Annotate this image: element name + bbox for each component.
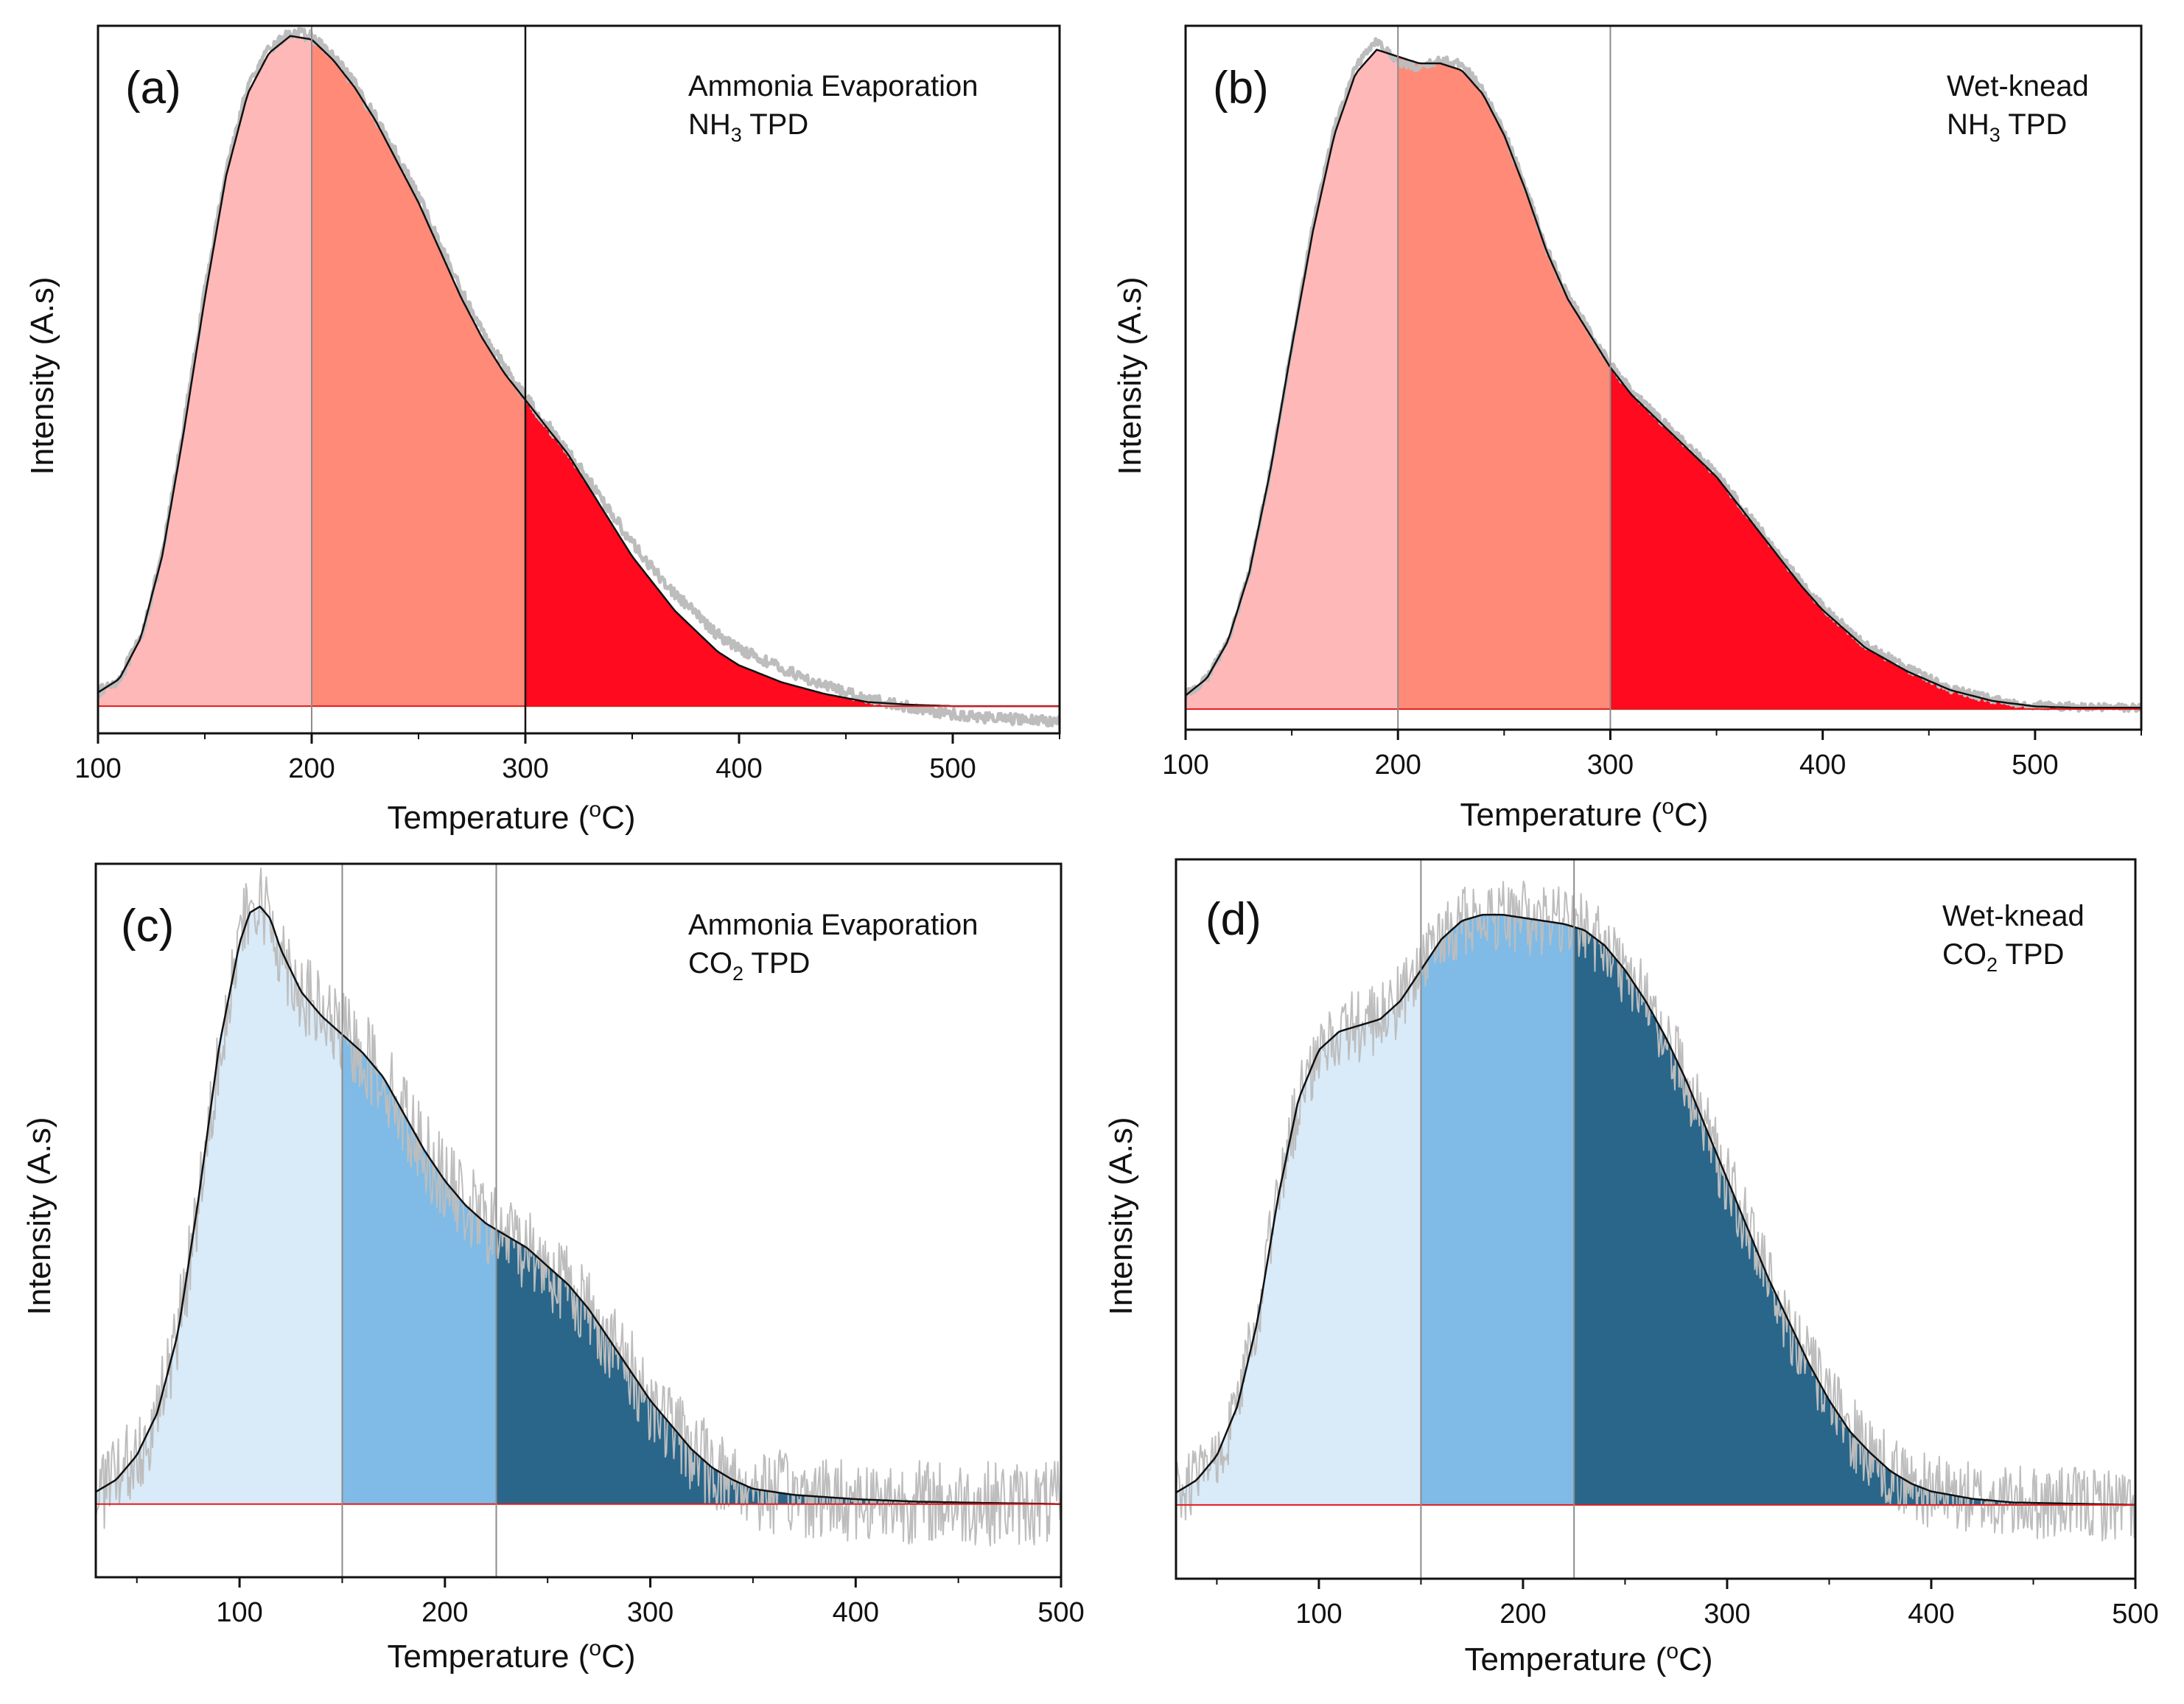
- panel-b-xtick-label-100: 100: [1162, 750, 1208, 781]
- panel-d-annotation-line2: CO2 TPD: [1942, 938, 2064, 976]
- panel-d-xlabel: Temperature (oC): [1464, 1639, 1712, 1677]
- panel-d-xtick-label-200: 200: [1499, 1599, 1546, 1630]
- panel-a-raw-trace: [98, 27, 1060, 728]
- panel-b-label: (b): [1213, 63, 1269, 114]
- panel-d-raw-trace: [1176, 880, 2135, 1542]
- panel-c-region-1: [96, 906, 343, 1504]
- panel-c-raw-trace: [96, 867, 1061, 1547]
- panel-c-fit-curve: [96, 905, 1061, 1505]
- panel-a-xtick-label-100: 100: [74, 753, 121, 784]
- panel-c-frame: [94, 862, 1063, 1579]
- panel-b: 100 200 300 400 500 (b) Wet-knead NH3 TPD Te…: [1112, 24, 2143, 833]
- panel-a: 100 200 300 400 500 (a) Ammonia Evaporation …: [24, 24, 1061, 836]
- panel-a-xtick-label-300: 300: [502, 753, 548, 784]
- panel-c-region-2: [342, 1034, 497, 1504]
- panel-c-xtick-label-400: 400: [833, 1597, 879, 1628]
- panel-a-label: (a): [125, 63, 181, 114]
- panel-c-label: (c): [121, 901, 174, 951]
- panel-a-region-3: [525, 399, 1060, 707]
- panel-d-frame: [1175, 858, 2137, 1580]
- panel-b-region-2: [1398, 56, 1611, 710]
- panel-a-xtick-label-200: 200: [288, 753, 335, 784]
- panel-b-xlabel: Temperature (oC): [1460, 795, 1708, 833]
- panel-d-ylabel: Intensity (A.s): [1103, 1117, 1139, 1316]
- panel-d-region-3: [1574, 926, 2135, 1505]
- panel-a-region-2: [312, 39, 525, 707]
- panel-d-annotation-line1: Wet-knead: [1942, 900, 2085, 932]
- panel-a-frame: [97, 24, 1061, 735]
- panel-a-ylabel: Intensity (A.s): [24, 277, 60, 475]
- panel-c-ylabel: Intensity (A.s): [21, 1117, 57, 1316]
- panel-d-label: (d): [1205, 894, 1261, 945]
- panel-b-region-1: [1186, 49, 1399, 710]
- panel-c-xtick-label-200: 200: [421, 1597, 468, 1628]
- panel-a-annotation-line1: Ammonia Evaporation: [688, 70, 979, 102]
- panel-c-plot-area: 100 200 300 400 500: [94, 862, 1085, 1628]
- panel-b-ylabel: Intensity (A.s): [1112, 277, 1148, 475]
- panel-a-region-1: [98, 35, 312, 707]
- panel-b-xtick-label-300: 300: [1587, 750, 1634, 781]
- panel-b-plot-content: [1186, 37, 2141, 713]
- panel-d-xtick-label-100: 100: [1295, 1599, 1342, 1630]
- panel-c-xlabel: Temperature (oC): [387, 1636, 635, 1675]
- panel-d-xtick-label-400: 400: [1908, 1599, 1954, 1630]
- panel-c-xtick-label-300: 300: [627, 1597, 673, 1628]
- panel-d: 100 200 300 400 500 (d) Wet-knead CO2 TPD Te…: [1103, 858, 2159, 1677]
- panel-a-fit-curve: [98, 35, 1060, 708]
- panel-d-plot-content: [1176, 880, 2135, 1542]
- panel-c-annotation-line1: Ammonia Evaporation: [688, 909, 979, 941]
- panel-d-region-1: [1176, 970, 1421, 1505]
- panel-a-annotation-line2: NH3 TPD: [688, 108, 808, 146]
- panel-d-fit-curve: [1176, 913, 2135, 1506]
- panel-b-annotation-line1: Wet-knead: [1947, 70, 2089, 102]
- panel-b-frame: [1184, 24, 2143, 731]
- panel-b-fit-curve: [1186, 49, 2141, 709]
- panel-c: 100 200 300 400 500 (c) Ammonia Evaporation …: [21, 862, 1085, 1675]
- panel-d-region-2: [1421, 915, 1575, 1505]
- panel-c-xtick-label-100: 100: [216, 1597, 262, 1628]
- panel-b-xtick-label-500: 500: [2012, 750, 2058, 781]
- panel-b-annotation-line2: NH3 TPD: [1947, 108, 2067, 146]
- panel-b-xtick-label-200: 200: [1375, 750, 1421, 781]
- panel-b-xtick-label-400: 400: [1799, 750, 1846, 781]
- panel-a-xlabel: Temperature (oC): [387, 797, 635, 836]
- panel-c-annotation-line2: CO2 TPD: [688, 947, 810, 985]
- panel-b-region-3: [1610, 367, 2141, 710]
- panel-a-xtick-label-400: 400: [715, 753, 762, 784]
- panel-d-xtick-label-300: 300: [1704, 1599, 1750, 1630]
- panel-c-region-3: [496, 1229, 1061, 1504]
- panel-d-xtick-label-500: 500: [2112, 1599, 2158, 1630]
- panel-d-plot-area: 100 200 300 400 500: [1175, 858, 2159, 1630]
- panel-a-plot-content: [98, 27, 1060, 728]
- panel-c-xtick-label-500: 500: [1037, 1597, 1084, 1628]
- panel-a-xtick-label-500: 500: [929, 753, 976, 784]
- panel-a-plot-area: 100 200 300 400 500: [74, 24, 1061, 784]
- panel-c-plot-content: [96, 867, 1061, 1547]
- panel-b-plot-area: 100 200 300 400 500: [1162, 24, 2143, 781]
